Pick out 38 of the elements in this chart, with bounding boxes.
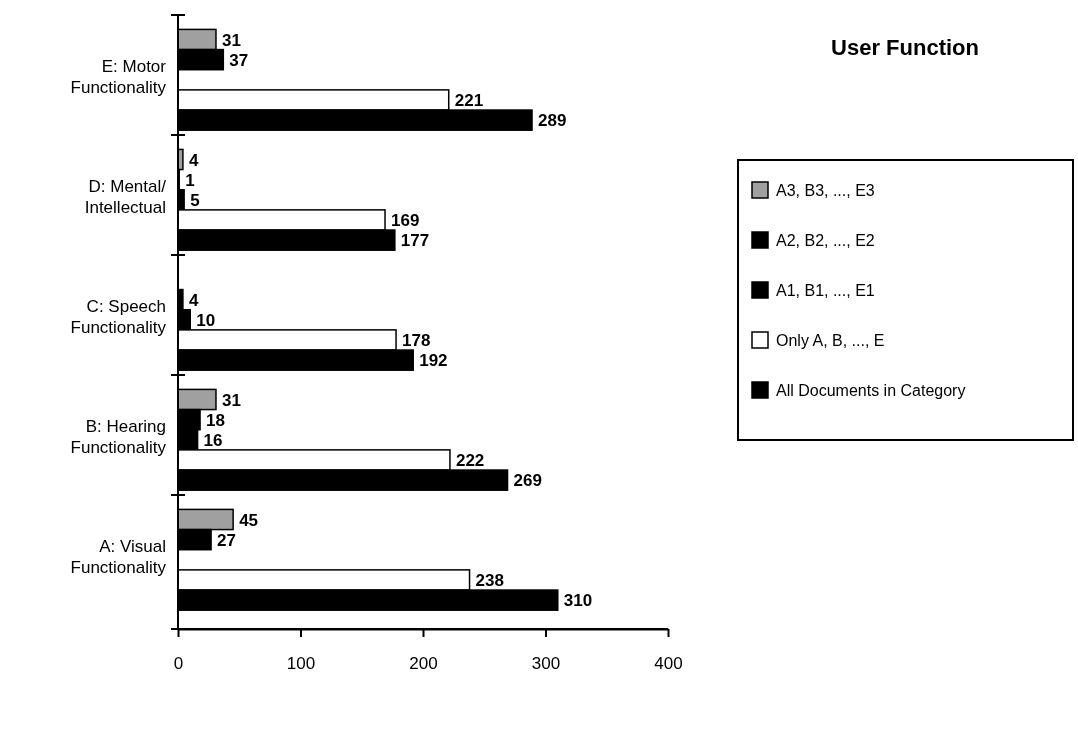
y-tick-label: C: Speech Functionality	[70, 296, 167, 337]
data-label: 221	[454, 91, 484, 111]
data-label: 192	[419, 351, 448, 371]
data-label: 31	[221, 390, 241, 410]
y-tick-label: A: Visual Functionality	[70, 536, 167, 577]
data-label: 169	[391, 211, 420, 231]
x-tick-label: 400	[654, 654, 683, 674]
legend-label: A1, B1, ..., E1	[776, 281, 875, 299]
data-label: 18	[206, 410, 225, 430]
data-label: 27	[217, 530, 236, 550]
x-tick-label: 300	[531, 654, 561, 674]
data-label: 4	[188, 150, 199, 170]
legend-label: A3, B3, ..., E3	[776, 181, 875, 199]
legend-label: A2, B2, ..., E2	[776, 231, 875, 249]
legend-label: All Documents in Category	[776, 381, 966, 399]
data-label: 238	[475, 571, 504, 591]
data-label: 37	[229, 50, 249, 70]
data-label: 31	[221, 30, 241, 50]
data-label: 222	[455, 451, 485, 471]
data-label: 269	[513, 471, 542, 491]
x-tick-label: 0	[173, 654, 184, 674]
y-tick-label: D: Mental/ Intellectual	[84, 176, 167, 217]
y-tick-label: B: Hearing Functionality	[70, 416, 167, 457]
text: User Function	[831, 35, 979, 60]
y-tick-label: E: Motor Functionality	[70, 56, 167, 97]
data-label: 16	[203, 430, 223, 450]
data-label: 1	[185, 170, 195, 190]
data-label: 178	[402, 331, 431, 351]
x-tick-label: 200	[409, 654, 438, 674]
data-label: 289	[538, 111, 567, 131]
data-label: 177	[400, 231, 430, 251]
x-tick-label: 100	[286, 654, 316, 674]
data-label: 310	[563, 591, 593, 611]
data-label: 10	[196, 310, 216, 330]
legend-label: Only A, B, ..., E	[776, 331, 885, 349]
data-label: 4	[188, 290, 199, 310]
data-label: 45	[239, 510, 259, 530]
data-label: 5	[190, 190, 200, 210]
